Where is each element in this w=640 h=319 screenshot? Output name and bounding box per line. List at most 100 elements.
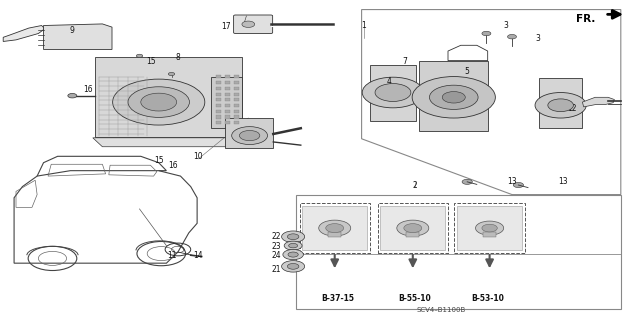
Circle shape xyxy=(128,87,189,117)
Text: 3: 3 xyxy=(503,21,508,30)
Text: FR.: FR. xyxy=(576,14,595,24)
Text: 15: 15 xyxy=(154,156,164,165)
Text: 15: 15 xyxy=(146,57,156,66)
Text: 8: 8 xyxy=(175,53,180,62)
Bar xyxy=(216,93,221,96)
Bar xyxy=(234,110,239,113)
Bar xyxy=(225,118,273,148)
Bar xyxy=(225,121,230,124)
Circle shape xyxy=(168,72,175,76)
Bar xyxy=(378,203,448,253)
Bar xyxy=(216,121,221,124)
Text: 21: 21 xyxy=(272,265,281,274)
Polygon shape xyxy=(582,97,614,107)
Text: 16: 16 xyxy=(168,161,178,170)
Circle shape xyxy=(239,130,260,141)
Circle shape xyxy=(319,220,351,236)
Text: B-37-15: B-37-15 xyxy=(321,294,354,303)
Circle shape xyxy=(284,241,302,250)
Bar xyxy=(380,206,445,250)
Text: 9: 9 xyxy=(69,26,74,35)
Circle shape xyxy=(283,249,303,260)
Text: 11: 11 xyxy=(167,251,176,260)
Circle shape xyxy=(513,182,524,188)
Circle shape xyxy=(362,77,424,108)
Bar xyxy=(234,81,239,84)
Bar xyxy=(406,232,419,237)
Bar xyxy=(216,81,221,84)
Text: SCV4–B1100B: SCV4–B1100B xyxy=(417,307,466,313)
Text: 12: 12 xyxy=(567,104,576,113)
Text: 4: 4 xyxy=(387,77,392,86)
Bar xyxy=(225,75,230,78)
Bar xyxy=(234,121,239,124)
Circle shape xyxy=(548,99,573,112)
Text: 16: 16 xyxy=(83,85,93,94)
Circle shape xyxy=(412,77,495,118)
Circle shape xyxy=(482,224,497,232)
Text: 5: 5 xyxy=(465,67,470,76)
Circle shape xyxy=(232,127,268,145)
Circle shape xyxy=(404,224,422,233)
Text: 22: 22 xyxy=(272,232,281,241)
Bar xyxy=(300,203,370,253)
Text: 23: 23 xyxy=(271,242,282,251)
Circle shape xyxy=(288,252,298,257)
Bar xyxy=(234,87,239,90)
Bar xyxy=(211,77,242,128)
Circle shape xyxy=(375,84,411,101)
Bar xyxy=(234,115,239,119)
Bar xyxy=(296,195,621,309)
Circle shape xyxy=(508,34,516,39)
Bar xyxy=(234,93,239,96)
Bar xyxy=(454,203,525,253)
Circle shape xyxy=(429,85,478,109)
Circle shape xyxy=(482,31,491,36)
Circle shape xyxy=(282,261,305,272)
Bar xyxy=(302,206,367,250)
Bar xyxy=(216,115,221,119)
Polygon shape xyxy=(3,26,45,41)
Bar xyxy=(225,104,230,107)
Text: 13: 13 xyxy=(558,177,568,186)
Text: B-55-10: B-55-10 xyxy=(398,294,431,303)
Circle shape xyxy=(287,234,299,240)
Bar xyxy=(225,110,230,113)
Text: 13: 13 xyxy=(507,177,517,186)
Circle shape xyxy=(442,92,465,103)
Bar xyxy=(234,104,239,107)
Bar xyxy=(225,98,230,101)
Circle shape xyxy=(462,179,472,184)
Bar xyxy=(457,206,522,250)
Bar xyxy=(370,65,416,121)
Circle shape xyxy=(242,21,255,27)
Text: 10: 10 xyxy=(193,152,204,161)
Circle shape xyxy=(326,224,344,233)
Bar xyxy=(234,98,239,101)
Bar xyxy=(225,115,230,119)
Bar xyxy=(225,87,230,90)
Text: 3: 3 xyxy=(535,34,540,43)
Bar xyxy=(216,87,221,90)
Circle shape xyxy=(68,93,77,98)
Circle shape xyxy=(289,243,298,248)
Circle shape xyxy=(287,263,299,269)
Polygon shape xyxy=(44,24,112,49)
Text: 14: 14 xyxy=(193,251,204,260)
Text: 1: 1 xyxy=(361,21,366,30)
Text: 2: 2 xyxy=(412,181,417,190)
FancyBboxPatch shape xyxy=(234,15,273,33)
Bar xyxy=(539,78,582,128)
Bar xyxy=(95,57,242,137)
Bar xyxy=(328,232,341,237)
Bar xyxy=(234,75,239,78)
Text: 17: 17 xyxy=(221,22,231,31)
Bar xyxy=(216,75,221,78)
Bar xyxy=(216,104,221,107)
Circle shape xyxy=(113,79,205,125)
Circle shape xyxy=(141,93,177,111)
Bar xyxy=(225,81,230,84)
Circle shape xyxy=(476,221,504,235)
Circle shape xyxy=(136,54,143,57)
Bar xyxy=(216,110,221,113)
